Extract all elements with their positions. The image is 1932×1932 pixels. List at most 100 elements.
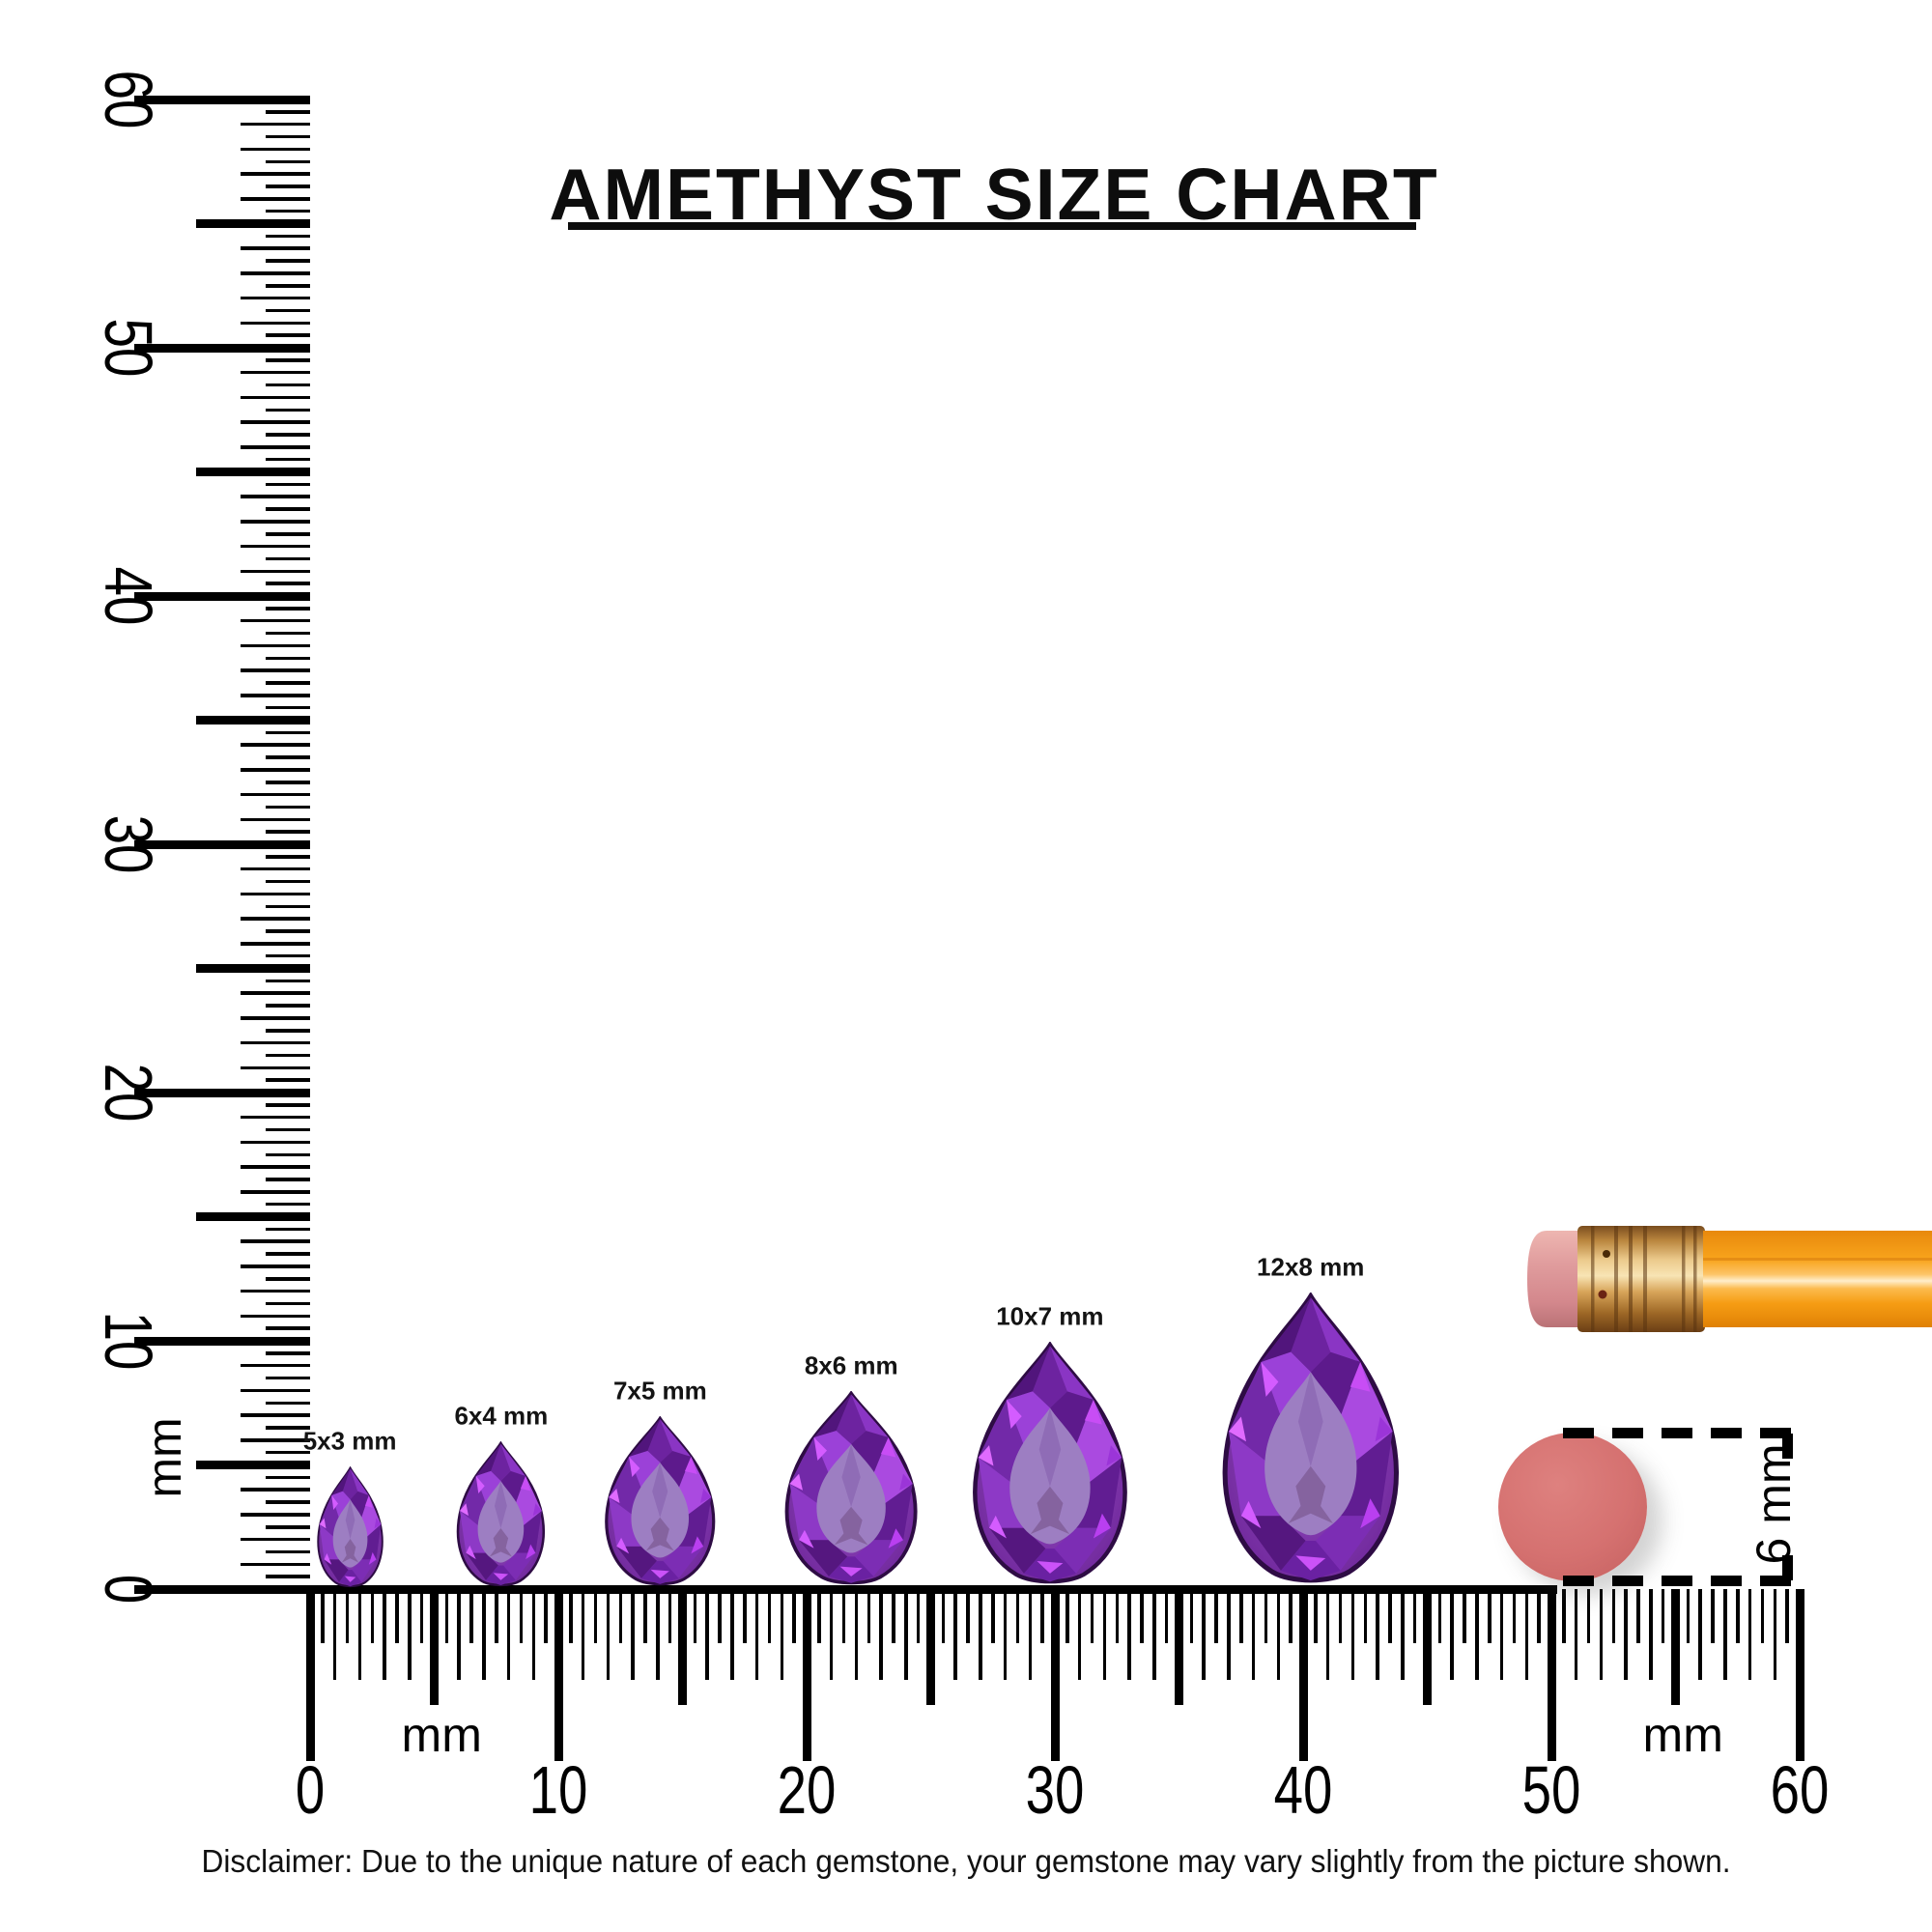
v-tick-40.5mm [266,582,310,585]
h-tick-56.5mm [1711,1589,1715,1643]
v-tick-48mm [241,395,310,400]
v-tick-34.5mm [266,730,310,735]
v-tick-4.5mm [266,1475,310,1480]
v-tick-25mm [196,964,310,973]
h-tick-28mm [1003,1589,1008,1680]
v-tick-1.5mm [266,1549,310,1554]
v-tick-9.5mm [266,1351,310,1355]
h-tick-36mm [1202,1589,1206,1680]
h-tick-12.5mm [618,1589,622,1643]
v-tick-38mm [241,643,310,648]
h-ruler-number-60: 60 [1770,1752,1830,1828]
h-tick-1.5mm [345,1589,350,1643]
h-tick-17mm [730,1589,734,1680]
v-tick-59.5mm [266,110,310,114]
v-tick-35.5mm [266,705,310,710]
v-tick-41mm [241,569,310,574]
gem-size-label-4: 8x6 mm [804,1350,898,1380]
v-tick-24.5mm [266,979,310,983]
v-tick-49mm [241,370,310,375]
h-tick-42mm [1350,1589,1355,1680]
h-tick-45mm [1423,1589,1432,1705]
h-tick-38.5mm [1264,1589,1268,1643]
page-title: AMETHYST SIZE CHART [549,154,1439,235]
gem-size-label-6: 12x8 mm [1257,1252,1365,1282]
h-tick-41mm [1325,1589,1330,1680]
v-tick-50mm [134,343,310,353]
disclaimer-text: Disclaimer: Due to the unique nature of … [201,1843,1731,1879]
v-tick-47mm [241,420,310,424]
h-tick-9.5mm [544,1589,548,1643]
h-tick-56mm [1698,1589,1702,1680]
pencil-eraser [1527,1231,1583,1327]
v-tick-8.5mm [266,1376,310,1380]
h-tick-38mm [1251,1589,1256,1680]
h-tick-55.5mm [1686,1589,1690,1643]
v-tick-16.5mm [266,1178,310,1181]
v-tick-44mm [241,495,310,498]
v-tick-58.5mm [266,134,310,139]
v-tick-7.5mm [266,1401,310,1405]
v-tick-3mm [241,1513,310,1517]
v-tick-45.5mm [266,457,310,462]
h-tick-27mm [979,1589,982,1680]
h-tick-30.5mm [1065,1589,1069,1643]
h-ruler-number-10: 10 [528,1752,588,1828]
v-tick-46mm [241,445,310,449]
h-tick-2mm [357,1589,362,1680]
v-tick-25.5mm [266,953,310,958]
h-tick-13.5mm [643,1589,647,1643]
v-tick-35mm [196,716,310,724]
v-tick-6mm [241,1438,310,1442]
v-tick-37.5mm [266,656,310,660]
v-tick-0.5mm [266,1575,310,1578]
amethyst-gem-10x7mm [963,1342,1137,1590]
v-tick-48.5mm [266,383,310,387]
h-tick-2.5mm [370,1589,374,1643]
h-tick-25mm [926,1589,935,1705]
h-tick-22.5mm [867,1589,870,1643]
h-tick-20.5mm [817,1589,821,1643]
v-tick-10.5mm [266,1326,310,1330]
h-tick-46.5mm [1463,1589,1466,1643]
h-tick-29.5mm [1040,1589,1044,1643]
h-tick-48.5mm [1512,1589,1517,1643]
eraser-circle-reference [1498,1433,1647,1581]
v-tick-43.5mm [266,507,310,511]
h-tick-49.5mm [1537,1589,1541,1643]
h-tick-47mm [1475,1589,1479,1680]
h-tick-54mm [1649,1589,1653,1680]
h-tick-10.5mm [569,1589,573,1643]
h-tick-50.5mm [1562,1589,1566,1643]
h-tick-48mm [1499,1589,1504,1680]
h-tick-44.5mm [1412,1589,1417,1643]
v-tick-53mm [241,271,310,275]
amethyst-gem-8x6mm [784,1392,918,1586]
v-tick-17mm [241,1165,310,1169]
v-tick-19.5mm [266,1103,310,1107]
v-tick-56.5mm [266,185,310,188]
h-tick-57mm [1723,1589,1727,1680]
v-tick-17.5mm [266,1152,310,1156]
h-tick-52.5mm [1611,1589,1615,1643]
h-tick-0mm [305,1589,315,1761]
v-tick-50.5mm [266,333,310,337]
v-tick-10mm [134,1336,310,1346]
h-tick-36.5mm [1214,1589,1218,1643]
h-tick-1mm [332,1589,337,1680]
v-tick-55mm [196,219,310,228]
v-tick-32.5mm [266,781,310,784]
h-tick-32.5mm [1115,1589,1119,1643]
h-tick-30mm [1050,1589,1060,1761]
h-tick-40.5mm [1314,1589,1318,1643]
h-tick-14mm [656,1589,660,1680]
h-tick-43mm [1376,1589,1379,1680]
h-tick-60mm [1795,1589,1804,1761]
h-tick-5.5mm [444,1589,449,1643]
v-tick-38.5mm [266,631,310,636]
h-tick-46mm [1450,1589,1454,1680]
h-ruler-number-50: 50 [1521,1752,1581,1828]
h-tick-35.5mm [1189,1589,1194,1643]
v-tick-60mm [134,95,310,104]
pencil-ferrule [1577,1226,1705,1332]
